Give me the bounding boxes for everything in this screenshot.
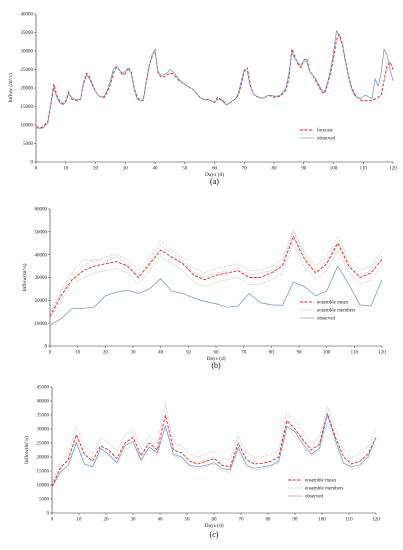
legend-entry: ensemble mean — [317, 301, 348, 306]
y-tick-label: 30000 — [21, 50, 34, 55]
x-tick-label: 120 — [378, 351, 386, 356]
y-tick-label: 40000 — [35, 253, 48, 258]
y-tick-label: 25000 — [37, 442, 50, 447]
x-tick-label: 40 — [158, 518, 164, 523]
x-tick-label: 100 — [330, 167, 338, 172]
x-tick-label: 50 — [182, 167, 188, 172]
x-tick-label: 10 — [63, 167, 69, 172]
x-axis-label: Days (d) — [205, 171, 224, 178]
series-ensemble-member-1 — [49, 229, 383, 315]
x-tick-label: 30 — [131, 518, 137, 523]
x-tick-label: 120 — [389, 167, 397, 172]
y-tick-label: 35000 — [37, 414, 50, 419]
y-tick-label: 0 — [47, 512, 50, 517]
x-tick-label: 60 — [212, 167, 218, 172]
x-tick-label: 10 — [75, 351, 81, 356]
x-tick-label: 30 — [123, 167, 129, 172]
x-axis-label: Days (d) — [204, 522, 223, 529]
x-tick-label: 70 — [239, 518, 245, 523]
y-tick-label: 0 — [45, 345, 48, 350]
x-tick-label: 90 — [297, 351, 303, 356]
x-tick-label: 0 — [35, 167, 38, 172]
y-tick-label: 60000 — [35, 208, 48, 213]
x-tick-label: 70 — [241, 351, 247, 356]
legend-entry: observed — [305, 495, 324, 500]
y-tick-label: 15000 — [21, 105, 34, 110]
x-tick-label: 60 — [214, 351, 220, 356]
series-ensemble-mean — [51, 413, 377, 487]
y-tick-label: 20000 — [21, 87, 34, 92]
y-tick-label: 10000 — [37, 484, 50, 489]
series-observed — [35, 30, 394, 130]
x-tick-label: 110 — [360, 167, 368, 172]
x-tick-label: 80 — [272, 167, 278, 172]
y-tick-label: 25000 — [21, 68, 34, 73]
legend-entry: observed — [317, 317, 336, 322]
series-ensemble-mean — [49, 235, 383, 317]
y-tick-label: 5000 — [23, 142, 34, 147]
y-tick-label: 15000 — [37, 470, 50, 475]
x-tick-label: 30 — [131, 351, 137, 356]
y-tick-label: 0 — [31, 161, 34, 166]
x-tick-label: 10 — [77, 518, 83, 523]
x-tick-label: 40 — [153, 167, 159, 172]
legend-entry: ensemble members — [317, 309, 356, 314]
legend-entry: forecast — [317, 129, 333, 134]
y-tick-label: 20000 — [37, 456, 50, 461]
series-forecast — [35, 33, 394, 129]
x-tick-label: 0 — [49, 351, 52, 356]
y-tick-label: 40000 — [21, 13, 34, 18]
legend-entry: observed — [317, 137, 336, 142]
x-tick-label: 60 — [212, 518, 218, 523]
y-axis-label: Inflow (m³/s) — [7, 73, 14, 102]
panel-label: (a) — [210, 177, 219, 186]
y-tick-label: 10000 — [21, 124, 34, 129]
y-tick-label: 35000 — [21, 31, 34, 36]
x-tick-label: 20 — [104, 518, 110, 523]
y-tick-label: 5000 — [39, 498, 50, 503]
y-tick-label: 30000 — [37, 428, 50, 433]
x-tick-label: 0 — [51, 518, 54, 523]
chart-panel-2: 0 10000 20000 30000 40000 50000 60000 0 10 20 30 40… — [21, 208, 386, 370]
x-tick-label: 40 — [158, 351, 164, 356]
x-tick-label: 70 — [242, 167, 248, 172]
x-tick-label: 120 — [372, 518, 380, 523]
y-tick-label: 20000 — [35, 299, 48, 304]
x-tick-label: 80 — [266, 518, 272, 523]
x-tick-label: 90 — [301, 167, 307, 172]
panel-label: (c) — [210, 530, 219, 539]
panel-label: (b) — [211, 361, 221, 370]
series-ensemble-member-1 — [51, 402, 377, 484]
x-tick-label: 50 — [185, 518, 191, 523]
series-observed — [51, 414, 377, 488]
x-tick-label: 90 — [293, 518, 299, 523]
y-tick-label: 10000 — [35, 322, 48, 327]
x-tick-label: 50 — [186, 351, 192, 356]
x-axis-label: Days (d) — [206, 355, 225, 362]
x-tick-label: 100 — [318, 518, 326, 523]
legend-entry: ensemble mean — [305, 479, 336, 484]
x-tick-label: 110 — [345, 518, 353, 523]
y-tick-label: 40000 — [37, 400, 50, 405]
chart-panel-1: 0 5000 10000 15000 20000 25000 30000 35000 40000… — [7, 13, 397, 186]
y-tick-label: 50000 — [35, 231, 48, 236]
series-ensemble-member-3 — [49, 231, 383, 312]
y-tick-label: 45000 — [37, 386, 50, 391]
chart-panel-3: 0 5000 10000 15000 20000 25000 30000 35000 40000… — [23, 386, 380, 539]
series-ensemble-member-2 — [49, 243, 383, 319]
y-axis-label: Inflow(m³/s) — [23, 436, 30, 464]
legend-entry: ensemble members — [305, 487, 344, 492]
x-tick-label: 20 — [93, 167, 99, 172]
y-tick-label: 30000 — [35, 276, 48, 281]
y-axis-label: Inflow(m³/s) — [21, 263, 28, 291]
x-tick-label: 100 — [323, 351, 331, 356]
x-tick-label: 20 — [103, 351, 109, 356]
x-tick-label: 110 — [351, 351, 359, 356]
x-tick-label: 80 — [269, 351, 275, 356]
series-observed — [49, 265, 383, 326]
